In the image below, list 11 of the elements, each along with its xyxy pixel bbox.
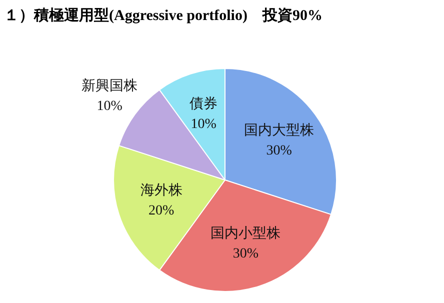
chart-title: １）積極運用型(Aggressive portfolio) 投資90%	[4, 6, 322, 25]
data-label: 30%	[266, 143, 292, 158]
data-label: 30%	[232, 246, 259, 262]
slice-label: 新興国株	[82, 78, 138, 94]
data-label: 10%	[96, 98, 123, 114]
data-label: 20%	[148, 203, 175, 218]
data-label: 10%	[190, 116, 217, 132]
slice-label: 債券	[190, 96, 218, 112]
slice-label: 国内小型株	[210, 225, 281, 242]
slice-label: 国内大型株	[244, 122, 314, 138]
slice-label: 海外株	[140, 182, 182, 198]
